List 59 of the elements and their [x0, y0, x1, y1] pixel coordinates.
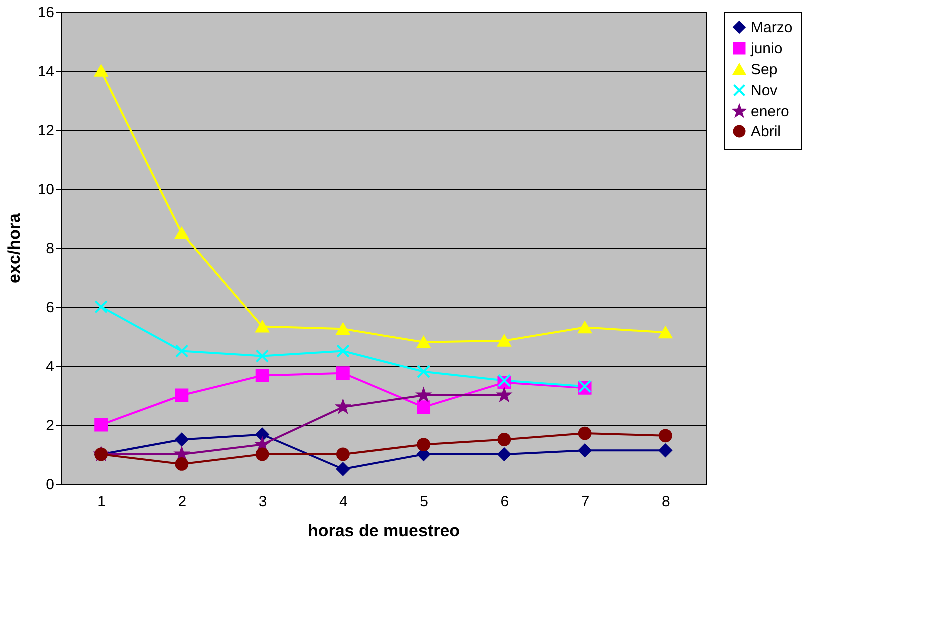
- point: [256, 428, 270, 442]
- x-tick-label: 5: [420, 494, 428, 510]
- point: [175, 388, 189, 402]
- point: [175, 433, 189, 446]
- point: [658, 326, 672, 339]
- x-tick-label: 6: [500, 494, 510, 510]
- point: [256, 350, 270, 363]
- point: [94, 418, 108, 432]
- point: [498, 433, 512, 446]
- point: [417, 400, 431, 414]
- point: [498, 448, 512, 462]
- point: [94, 65, 108, 77]
- legend-label: Nov: [751, 82, 778, 100]
- point: [578, 322, 592, 334]
- x-tick-label: 4: [340, 494, 348, 510]
- x-tick-label: 2: [178, 494, 187, 510]
- point: [256, 448, 270, 462]
- point: [417, 438, 431, 452]
- point: [336, 462, 350, 476]
- y-tick-label: 12: [38, 122, 54, 140]
- point: [336, 344, 350, 358]
- point: [417, 388, 430, 402]
- legend-label: Marzo: [751, 20, 793, 36]
- point: [498, 334, 512, 347]
- y-tick-label: 6: [46, 300, 54, 316]
- legend-label: Sep: [751, 62, 778, 78]
- x-tick-label: 1: [98, 494, 106, 510]
- x-tick-label: 7: [581, 494, 590, 510]
- point: [256, 320, 270, 333]
- y-tick-label: 10: [38, 182, 54, 198]
- point: [336, 323, 350, 336]
- point: [658, 429, 672, 443]
- point: [417, 336, 431, 348]
- point: [175, 458, 189, 471]
- y-tick-label: 8: [46, 240, 54, 258]
- point: [175, 227, 189, 240]
- point: [578, 444, 592, 458]
- y-tick-label: 4: [46, 358, 54, 376]
- x-tick-label: 8: [662, 494, 670, 510]
- point: [256, 369, 270, 382]
- legend-label: Abril: [751, 124, 782, 140]
- point: [578, 426, 592, 440]
- y-tick-label: 0: [46, 476, 54, 494]
- point: [417, 365, 431, 379]
- y-tick-label: 2: [46, 418, 54, 434]
- x-tick-label: 3: [258, 494, 268, 510]
- x-axis-title: horas de muestreo: [308, 522, 460, 540]
- y-tick-label: 14: [38, 64, 54, 80]
- point: [175, 344, 189, 358]
- legend-label: enero: [751, 104, 790, 120]
- y-tick-label: 16: [38, 4, 54, 22]
- point: [336, 400, 350, 413]
- y-axis-title: exc/hora: [4, 213, 24, 284]
- point: [336, 448, 350, 462]
- legend-label: junio: [750, 40, 783, 58]
- point: [94, 300, 108, 314]
- point: [498, 374, 512, 388]
- point: [658, 444, 672, 458]
- point: [336, 366, 350, 380]
